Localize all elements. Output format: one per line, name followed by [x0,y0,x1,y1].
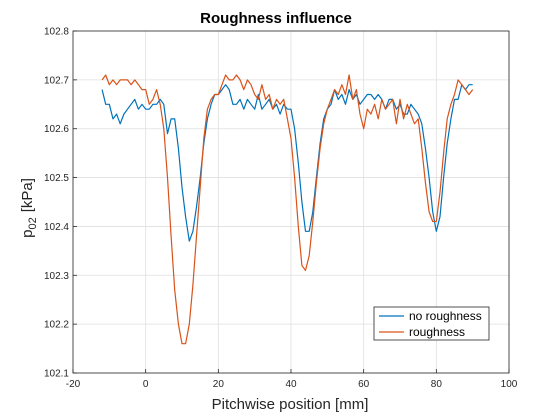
y-tick-label: 102.4 [44,222,69,233]
x-axis-label: Pitchwise position [mm] [212,396,369,413]
x-tick-label: 0 [143,379,149,390]
x-tick-label: 100 [501,379,518,390]
y-tick-label: 102.3 [44,271,69,282]
legend-label-no-roughness: no roughness [409,309,482,323]
x-tick-label: 80 [431,379,443,390]
legend-label-roughness: roughness [409,325,465,339]
legend-box [373,306,490,341]
y-tick-label: 102.8 [44,27,69,38]
y-tick-label: 102.1 [44,369,69,380]
y-axis-label: p02 [kPa] [19,178,39,238]
x-tick-label: 20 [213,379,225,390]
x-tick-label: 40 [285,379,297,390]
chart-title: Roughness influence [200,10,352,27]
x-axis: -20 0 20 40 60 80 100 [66,369,518,390]
series-line-roughness [101,74,474,345]
y-tick-label: 102.6 [44,124,69,135]
y-tick-label: 102.5 [44,173,69,184]
y-axis-label-base: p [19,230,36,238]
legend: no roughness roughness [373,306,490,341]
series-line-no-roughness [101,84,473,242]
y-axis-label-unit: [kPa] [19,178,36,212]
y-tick-label: 102.7 [44,75,69,86]
x-tick-label: 60 [358,379,370,390]
y-tick-label: 102.2 [44,320,69,331]
series-layer [101,74,474,345]
y-axis-label-subscript: 02 [27,217,39,229]
x-tick-label: -20 [66,379,81,390]
y-axis: 102.1 102.2 102.3 102.4 102.5 102.6 102.7 102.8 [44,27,77,380]
